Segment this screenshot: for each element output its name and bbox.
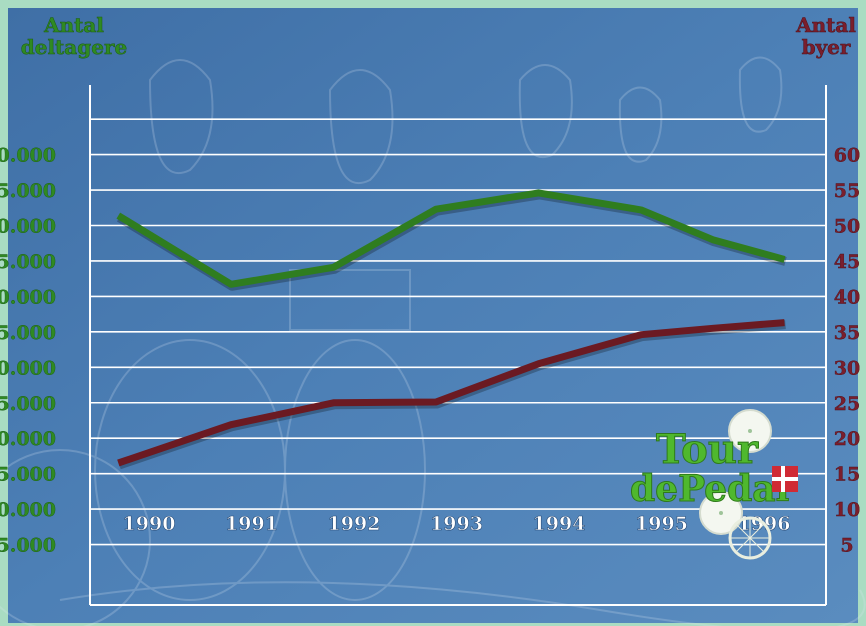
- left-tick-label: 10.000: [0, 499, 56, 521]
- series-line-deltagere: [116, 189, 786, 288]
- x-tick-label: 1995: [635, 513, 688, 535]
- left-tick-label: 20.000: [0, 428, 56, 450]
- x-tick-label: 1993: [430, 513, 483, 535]
- right-tick-label: 15: [834, 464, 860, 486]
- logo-bicycle-wheel-icon: [728, 516, 772, 560]
- left-tick-label: 40.000: [0, 286, 56, 308]
- x-tick-label: 1990: [123, 513, 176, 535]
- right-tick-labels: 5 10 15 20 25 30 35 40 45 50 55 60: [834, 144, 861, 557]
- tour-de-pedal-logo: Tour dePedal: [630, 409, 798, 560]
- right-axis-title-line2: byer: [802, 35, 851, 59]
- series-layer: [116, 189, 787, 470]
- left-tick-label: 30.000: [0, 357, 56, 379]
- logo-wheel-top-hub: [748, 429, 752, 433]
- left-tick-label: 5.000: [0, 535, 56, 557]
- left-axis-title-line1: Antal: [43, 13, 104, 37]
- logo-text-line2: dePedal: [630, 468, 789, 510]
- left-tick-label: 15.000: [0, 464, 56, 486]
- logo-text-line1: Tour: [656, 426, 759, 473]
- right-tick-label: 25: [834, 393, 860, 415]
- right-axis-title-line1: Antal: [795, 13, 856, 37]
- x-tick-label: 1992: [328, 513, 381, 535]
- left-axis-title-line2: deltagere: [21, 35, 127, 59]
- left-tick-labels: 5.000 10.000 15.000 20.000 25.000 30.000 35.00…: [0, 144, 56, 557]
- danish-flag-icon: [772, 466, 798, 492]
- x-tick-label: 1991: [225, 513, 278, 535]
- right-tick-label: 55: [834, 180, 860, 202]
- right-tick-label: 40: [834, 286, 860, 308]
- right-tick-label: 35: [834, 322, 860, 344]
- left-tick-label: 25.000: [0, 393, 56, 415]
- right-tick-label: 5: [840, 535, 853, 557]
- right-tick-label: 60: [834, 145, 860, 167]
- x-tick-label: 1994: [533, 513, 586, 535]
- right-tick-label: 10: [834, 499, 860, 521]
- right-tick-label: 50: [834, 216, 860, 238]
- left-tick-label: 35.000: [0, 322, 56, 344]
- left-tick-label: 50.000: [0, 216, 56, 238]
- right-tick-label: 20: [834, 428, 860, 450]
- left-tick-label: 55.000: [0, 180, 56, 202]
- left-tick-label: 60.000: [0, 145, 56, 167]
- left-tick-label: 45.000: [0, 251, 56, 273]
- right-tick-label: 30: [834, 357, 860, 379]
- right-tick-label: 45: [834, 251, 860, 273]
- logo-wheel-mid-hub: [719, 511, 723, 515]
- series-line-byer: [117, 319, 785, 467]
